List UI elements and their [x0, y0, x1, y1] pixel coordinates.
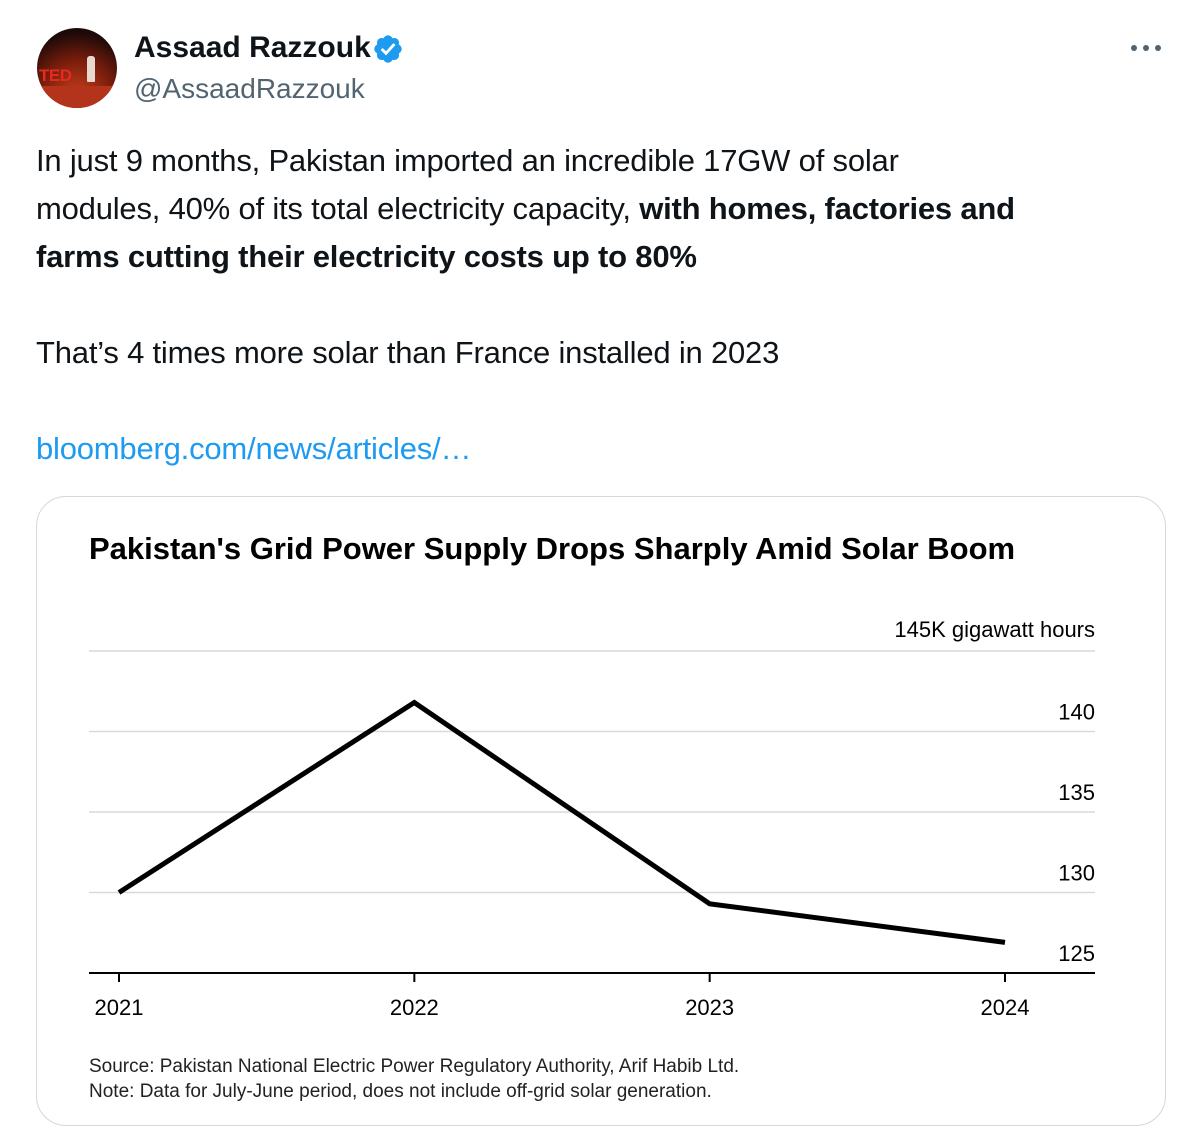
- tweet-line: That’s 4 times more solar than France in…: [36, 335, 780, 370]
- series: [117, 699, 1006, 945]
- line-chart: Pakistan's Grid Power Supply Drops Sharp…: [89, 531, 1095, 1102]
- series-line: [117, 699, 1006, 945]
- tweet-link-line: bloomberg.com/news/articles/…: [36, 425, 1176, 473]
- avatar-speaker: [87, 56, 95, 82]
- avatar-logo-text: TED: [39, 66, 72, 85]
- more-icon[interactable]: [1124, 34, 1168, 62]
- author-handle[interactable]: @AssaadRazzouk: [134, 73, 365, 104]
- tweet-line: modules, 40% of its total electricity ca…: [36, 185, 1176, 233]
- author-display-name[interactable]: Assaad Razzouk: [134, 31, 371, 64]
- avatar[interactable]: TED: [37, 28, 117, 108]
- verified-badge-icon: [374, 35, 402, 63]
- tweet-text-bold: with homes, factories and: [639, 191, 1015, 226]
- tweet-line: In just 9 months, Pakistan imported an i…: [36, 143, 899, 178]
- y-axis-unit-label: 145K gigawatt hours: [894, 617, 1095, 642]
- article-link[interactable]: bloomberg.com/news/articles/…: [36, 431, 472, 466]
- chart-title: Pakistan's Grid Power Supply Drops Sharp…: [89, 531, 1015, 566]
- tweet-text: In just 9 months, Pakistan imported an i…: [36, 137, 1176, 473]
- x-tick-label: 2022: [390, 995, 439, 1020]
- y-tick-label: 130: [1058, 861, 1095, 886]
- y-tick-label: 140: [1058, 700, 1095, 725]
- x-tick-label: 2021: [95, 995, 144, 1020]
- x-axis: 2021 2022 2023 2024: [89, 972, 1095, 1020]
- avatar-stage: [37, 86, 117, 108]
- y-tick-label: 125: [1058, 941, 1095, 966]
- chart-card[interactable]: Pakistan's Grid Power Supply Drops Sharp…: [36, 496, 1166, 1126]
- y-tick-labels: 125 130 135 140: [1058, 700, 1095, 967]
- gridlines: [89, 650, 1095, 894]
- paragraph-gap: [36, 281, 1176, 329]
- y-tick-label: 135: [1058, 780, 1095, 805]
- x-tick-label: 2023: [685, 995, 734, 1020]
- tweet-text-normal: modules, 40% of its total electricity ca…: [36, 191, 640, 226]
- paragraph-gap: [36, 377, 1176, 425]
- tweet-line: farms cutting their electricity costs up…: [36, 233, 1176, 281]
- x-tick-label: 2024: [981, 995, 1030, 1020]
- chart-note: Note: Data for July-June period, does no…: [89, 1081, 712, 1102]
- chart-source: Source: Pakistan National Electric Power…: [89, 1056, 739, 1077]
- tweet-text-bold: farms cutting their electricity costs up…: [36, 239, 697, 274]
